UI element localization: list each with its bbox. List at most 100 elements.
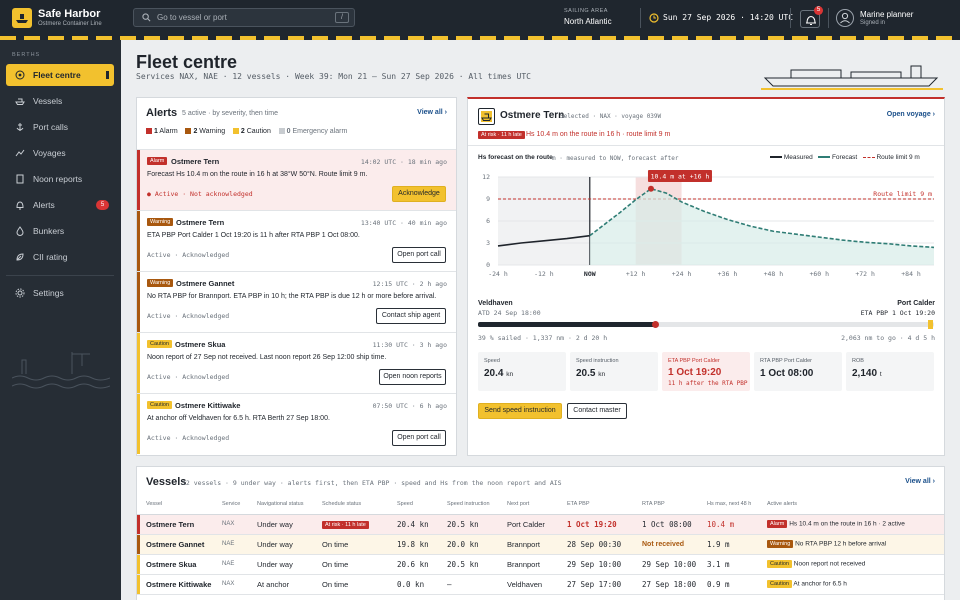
alert-time: 14:02 UTC · 18 min ago	[360, 158, 447, 166]
table-row[interactable]: Ostmere Kittiwake NAX At anchor On time …	[137, 574, 944, 595]
sidebar-item-label: Settings	[33, 288, 64, 298]
measured-line	[497, 234, 590, 247]
avatar[interactable]	[836, 9, 854, 27]
sidebar-item-fleet-centre[interactable]: Fleet centre	[6, 64, 114, 86]
open-noon-reports-button[interactable]: Open noon reports	[379, 369, 446, 385]
column-header[interactable]: Speed	[397, 494, 447, 515]
open-port-call-button[interactable]: Open port call	[392, 430, 446, 446]
next-port-cell: Brannport	[507, 534, 567, 555]
x-tick-label: +24 h	[672, 270, 692, 278]
send-speed-instruction-button[interactable]: Send speed instruction	[478, 403, 562, 419]
harbor-illustration	[12, 352, 110, 389]
alerts-view-all-link[interactable]: View all ›	[417, 109, 447, 116]
column-header[interactable]: Next port	[507, 494, 567, 515]
table-row[interactable]: Ostmere Gannet NAE Under way On time 19.…	[137, 534, 944, 555]
next-port-cell: Veldhaven	[507, 574, 567, 595]
alerts-legend: 1 Alarm 2 Warning 2 Caution 0 Emergency …	[146, 128, 347, 135]
legend-count: 1	[153, 128, 158, 135]
severity-bar	[137, 333, 140, 393]
column-header[interactable]: Navigational status	[257, 494, 322, 515]
departure-time: ATD 24 Sep 18:00	[478, 309, 541, 317]
metric-unit: t	[879, 371, 882, 378]
alert-item[interactable]: Warning Ostmere Gannet 12:15 UTC · 2 h a…	[137, 271, 456, 332]
clock-icon	[649, 13, 659, 23]
ship-icon	[15, 98, 25, 105]
alert-vessel[interactable]: Ostmere Skua	[175, 340, 226, 349]
progress-summary: 39 % sailed · 1,337 nm · 2 d 20 h	[478, 334, 608, 342]
alert-vessel[interactable]: Ostmere Kittiwake	[175, 401, 241, 410]
column-header[interactable]: Vessel	[137, 494, 222, 515]
alert-item[interactable]: Alarm Ostmere Tern 14:02 UTC · 18 min ag…	[137, 149, 456, 210]
brand-name[interactable]: Safe Harbor	[38, 8, 101, 20]
table-row[interactable]: Ostmere Tern NAX Under way At risk · 11 …	[137, 514, 944, 535]
divider	[828, 8, 829, 28]
fleet-icon	[15, 70, 25, 80]
sidebar-item-noon-reports[interactable]: Noon reports	[6, 168, 114, 190]
table-row[interactable]: Ostmere Skua NAE Under way On time 20.6 …	[137, 554, 944, 575]
alert-vessel[interactable]: Ostmere Tern	[171, 157, 220, 166]
y-tick-label: 12	[482, 173, 490, 181]
alert-vessel[interactable]: Ostmere Tern	[176, 218, 225, 227]
alert-vessel[interactable]: Ostmere Gannet	[176, 279, 235, 288]
vessel-name[interactable]: Ostmere Kittiwake	[137, 574, 222, 595]
severity-tag: Caution	[147, 340, 172, 348]
legend-count: 2	[193, 128, 198, 135]
x-tick-label: +60 h	[809, 270, 829, 278]
service-cell: NAX	[222, 574, 257, 595]
destination-port: Port Calder	[897, 300, 935, 307]
vessels-table: Vessel Service Navigational status Sched…	[137, 494, 944, 595]
sidebar-item-cii-rating[interactable]: CII rating	[6, 246, 114, 268]
open-port-call-button[interactable]: Open port call	[392, 247, 446, 263]
instruction-cell: 20.0 kn	[447, 534, 507, 555]
sidebar-item-label: Bunkers	[33, 226, 65, 236]
divider	[790, 8, 791, 28]
column-header[interactable]: ETA PBP	[567, 494, 642, 515]
column-header[interactable]: Active alerts	[767, 494, 944, 515]
acknowledge-button[interactable]: Acknowledge	[392, 186, 446, 202]
schedule-status-cell: At risk · 11 h late	[322, 514, 397, 535]
page-title: Fleet centre	[136, 52, 238, 72]
user-name[interactable]: Marine planner	[860, 10, 914, 19]
vessel-position-marker	[652, 321, 659, 328]
column-header[interactable]: RTA PBP	[642, 494, 707, 515]
alert-time: 12:15 UTC · 2 h ago	[372, 280, 447, 288]
alert-state: Active · Acknowledged	[147, 434, 230, 442]
x-tick-label: +48 h	[764, 270, 784, 278]
schedule-tag: At risk · 11 h late	[322, 520, 369, 529]
contact-master-button[interactable]: Contact master	[567, 403, 627, 419]
vessels-view-all-link[interactable]: View all ›	[905, 478, 935, 485]
alert-item[interactable]: Warning Ostmere Tern 13:40 UTC · 40 min …	[137, 210, 456, 271]
sidebar-item-port-calls[interactable]: Port calls	[6, 116, 114, 138]
sidebar-item-vessels[interactable]: Vessels	[6, 90, 114, 112]
alert-item[interactable]: Caution Ostmere Kittiwake 07:50 UTC · 6 …	[137, 393, 456, 454]
sidebar-item-voyages[interactable]: Voyages	[6, 142, 114, 164]
ship-illustration	[761, 65, 943, 90]
column-header[interactable]: Schedule status	[322, 494, 397, 515]
divider	[6, 275, 114, 276]
x-tick-label: +84 h	[901, 270, 921, 278]
search-input[interactable]: Go to vessel or port /	[133, 8, 355, 27]
eta-cell: 28 Sep 00:30	[567, 534, 642, 555]
vessel-name[interactable]: Ostmere Gannet	[137, 534, 222, 555]
sailing-area-value[interactable]: North Atlantic	[564, 17, 612, 26]
alert-item[interactable]: Caution Ostmere Skua 11:30 UTC · 3 h ago…	[137, 332, 456, 393]
column-header[interactable]: Speed instruction	[447, 494, 507, 515]
sidebar-item-bunkers[interactable]: Bunkers	[6, 220, 114, 242]
schedule-status-cell: On time	[322, 534, 397, 555]
vessel-name[interactable]: Ostmere Skua	[137, 554, 222, 575]
alerts-count-badge: 5	[96, 200, 109, 210]
alerts-cell: Caution At anchor for 6.5 h	[767, 574, 944, 595]
brand-subtitle: Ostmere Container Line	[38, 21, 102, 27]
sidebar-item-settings[interactable]: Settings	[6, 282, 114, 304]
column-header[interactable]: Service	[222, 494, 257, 515]
notifications-button[interactable]	[800, 10, 820, 28]
open-voyage-link[interactable]: Open voyage ›	[886, 111, 935, 118]
vessel-name[interactable]: Ostmere Tern	[137, 514, 222, 535]
hazard-stripe	[0, 36, 960, 40]
nav-status-cell: Under way	[257, 514, 322, 535]
sidebar-item-alerts[interactable]: Alerts 5	[6, 194, 114, 216]
chart-subtitle: m · measured to NOW, forecast after	[552, 155, 679, 162]
severity-tag: Warning	[147, 218, 174, 226]
contact-ship-agent-button[interactable]: Contact ship agent	[376, 308, 446, 324]
column-header[interactable]: Hs max, next 48 h	[707, 494, 767, 515]
